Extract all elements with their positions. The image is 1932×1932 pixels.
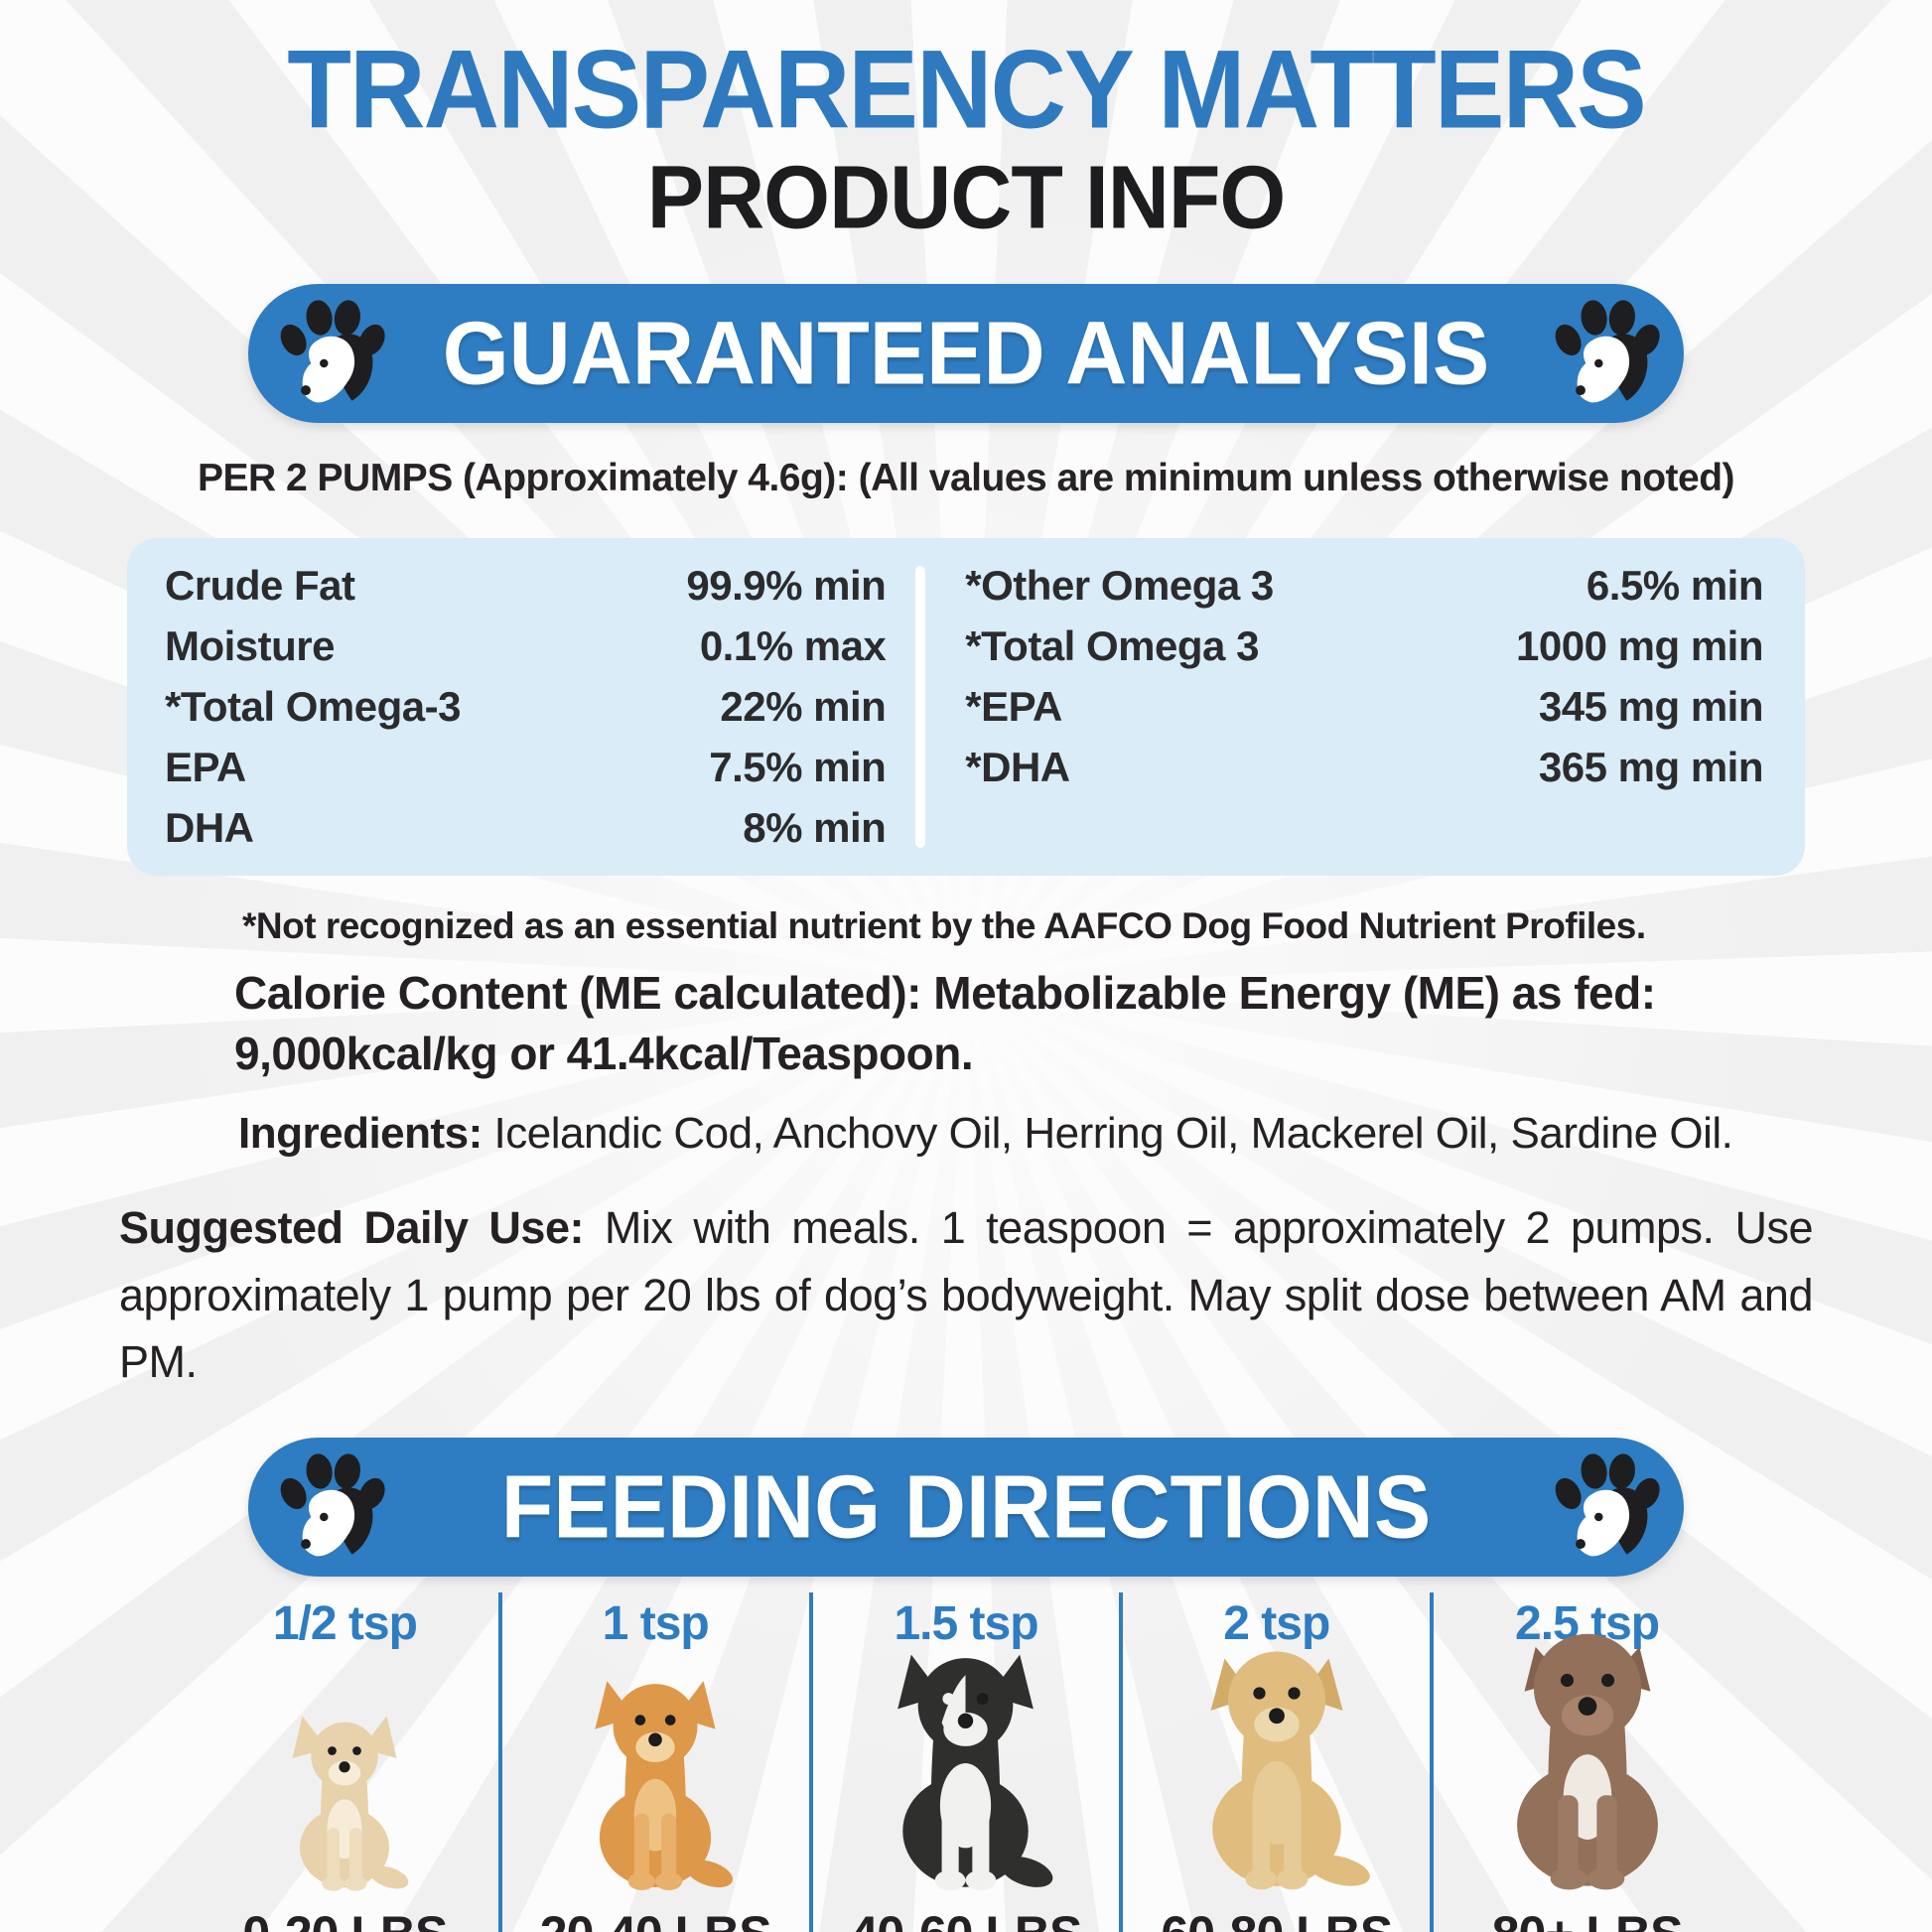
weight-range-label: 20-40 LBS — [540, 1905, 772, 1932]
guaranteed-analysis-title: GUARANTEED ANALYSIS — [442, 303, 1490, 404]
nutrient-value: 1000 mg min — [1516, 622, 1763, 669]
table-column-divider — [915, 566, 926, 848]
dog-image-box — [1476, 1633, 1699, 1895]
feeding-column-40-60-lbs: 1.5 tsp — [808, 1591, 1120, 1932]
ingredients-label: Ingredients: — [238, 1109, 483, 1159]
paw-dog-icon — [275, 298, 387, 403]
dose-tsp-label: 1 tsp — [602, 1596, 710, 1650]
calorie-content: Calorie Content (ME calculated): Metabol… — [234, 963, 1704, 1083]
feeding-column-20-40-lbs: 1 tsp — [497, 1591, 809, 1932]
analysis-row: Moisture 0.1% max — [165, 622, 887, 670]
analysis-left-column: Crude Fat 99.9% min Moisture 0.1% max *T… — [127, 562, 915, 852]
label-content: TRANSPARENCY MATTERS PRODUCT INFO GUARAN… — [0, 34, 1932, 1932]
feeding-directions-banner: FEEDING DIRECTIONS — [248, 1437, 1684, 1577]
nutrient-name: *Total Omega 3 — [965, 622, 1259, 669]
feeding-column-60-80-lbs: 2 tsp — [1119, 1591, 1430, 1932]
analysis-row: *DHA 365 mg min — [965, 744, 1763, 791]
guaranteed-analysis-banner: GUARANTEED ANALYSIS — [248, 284, 1684, 423]
dog-image-golden-retriever — [1210, 1651, 1370, 1890]
nutrient-name: DHA — [165, 804, 254, 851]
page-title: TRANSPARENCY MATTERS — [287, 27, 1647, 152]
calorie-content-label: Calorie Content (ME calculated): — [234, 967, 921, 1019]
paw-dog-icon — [1550, 298, 1662, 403]
suggested-daily-use-text: Mix with meals. 1 teaspoon = approximate… — [119, 1202, 1814, 1388]
nutrient-value: 6.5% min — [1586, 562, 1764, 609]
guaranteed-analysis-table: Crude Fat 99.9% min Moisture 0.1% max *T… — [127, 538, 1805, 876]
weight-range-label: 40-60 LBS — [851, 1905, 1083, 1932]
feeding-directions-title: FEEDING DIRECTIONS — [500, 1456, 1432, 1558]
weight-range-label: 60-80 LBS — [1161, 1905, 1393, 1932]
nutrient-value: 365 mg min — [1538, 744, 1764, 790]
nutrient-value: 0.1% max — [699, 622, 887, 669]
analysis-row: *Other Omega 3 6.5% min — [965, 562, 1763, 610]
nutrient-name: Moisture — [165, 622, 336, 669]
nutrient-value: 99.9% min — [686, 562, 887, 609]
nutrient-value: 7.5% min — [709, 744, 887, 790]
weight-range-label: 80+ LBS — [1492, 1905, 1684, 1932]
dog-image-box — [565, 1655, 746, 1895]
nutrient-value: 345 mg min — [1538, 683, 1764, 730]
analysis-row: DHA 8% min — [165, 804, 887, 852]
ingredients: Ingredients: Icelandic Cod, Anchovy Oil,… — [238, 1109, 1829, 1159]
ingredients-text: Icelandic Cod, Anchovy Oil, Herring Oil,… — [482, 1109, 1733, 1159]
page-subtitle: PRODUCT INFO — [646, 147, 1287, 248]
dog-image-box — [1173, 1651, 1381, 1895]
nutrient-name: EPA — [165, 744, 246, 790]
nutrient-name: Crude Fat — [165, 562, 355, 609]
nutrient-value: 22% min — [720, 683, 887, 730]
analysis-right-column: *Other Omega 3 6.5% min *Total Omega 3 1… — [925, 562, 1805, 852]
nutrient-name: *Other Omega 3 — [965, 562, 1274, 609]
analysis-row: Crude Fat 99.9% min — [165, 562, 887, 610]
feeding-column-0-20-lbs: 1/2 tsp — [192, 1592, 498, 1932]
analysis-row: EPA 7.5% min — [165, 744, 887, 791]
suggested-daily-use: Suggested Daily Use: Mix with meals. 1 t… — [119, 1194, 1814, 1396]
nutrient-value: 8% min — [743, 804, 887, 851]
calorie-content-text: Metabolizable Energy (ME) as fed: 9,000k… — [234, 967, 1656, 1079]
dose-tsp-label: 1/2 tsp — [272, 1596, 418, 1650]
analysis-row: *Total Omega 3 1000 mg min — [965, 622, 1763, 670]
paw-dog-icon — [275, 1451, 387, 1557]
dog-image-pitbull — [1516, 1633, 1658, 1890]
suggested-daily-use-label: Suggested Daily Use: — [119, 1202, 584, 1254]
nutrient-name: *DHA — [965, 744, 1070, 790]
dog-image-pomeranian — [595, 1681, 734, 1891]
analysis-row: *Total Omega-3 22% min — [165, 683, 887, 731]
nutrient-name: *EPA — [965, 683, 1062, 730]
dog-image-box — [270, 1655, 419, 1895]
dog-image-chihuahua — [292, 1716, 409, 1892]
dog-image-box — [864, 1654, 1067, 1895]
aafco-footnote: *Not recognized as an essential nutrient… — [242, 905, 1646, 946]
dose-tsp-label: 1.5 tsp — [894, 1596, 1038, 1650]
feeding-column-80-plus-lbs: 2.5 tsp — [1430, 1591, 1740, 1932]
analysis-basis-note: PER 2 PUMPS (Approximately 4.6g): (All v… — [197, 457, 1735, 499]
dog-image-border-collie — [897, 1654, 1053, 1890]
weight-range-label: 0-20 LBS — [242, 1905, 448, 1932]
nutrient-name: *Total Omega-3 — [165, 683, 461, 730]
feeding-chart: 1/2 tsp — [192, 1591, 1740, 1932]
paw-dog-icon — [1550, 1451, 1662, 1557]
dose-tsp-label: 2 tsp — [1223, 1596, 1330, 1650]
analysis-row: *EPA 345 mg min — [965, 683, 1763, 731]
